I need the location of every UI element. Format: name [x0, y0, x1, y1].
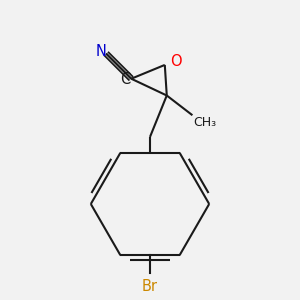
Text: C: C — [120, 72, 130, 87]
Text: O: O — [170, 55, 182, 70]
Text: N: N — [96, 44, 107, 59]
Text: Br: Br — [142, 279, 158, 294]
Text: CH₃: CH₃ — [194, 116, 217, 129]
